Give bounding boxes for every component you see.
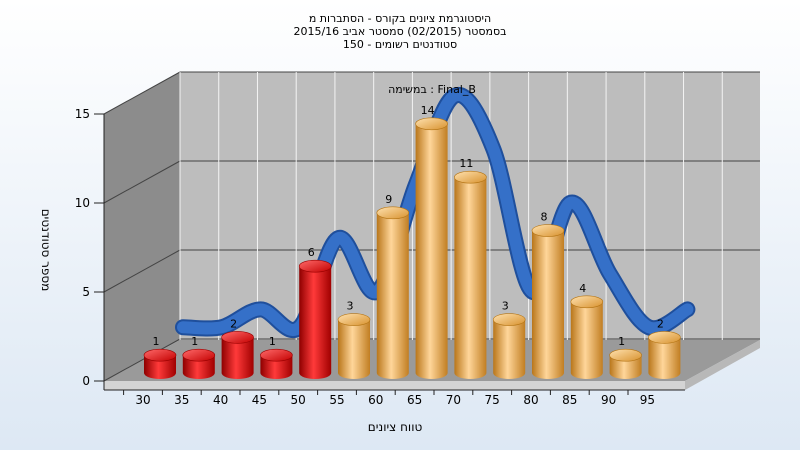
bar-body [221, 337, 254, 379]
bar-55 [337, 313, 371, 379]
gridline-side-15 [103, 71, 181, 115]
bar-top-cap [609, 348, 642, 362]
chart-title-line-3: סטודנטים רשומים - 150 [343, 38, 457, 51]
bar-body [299, 266, 332, 379]
data-label-80: 8 [541, 211, 548, 224]
bar-90 [609, 348, 642, 379]
bar-body [415, 123, 448, 379]
bar-65 [415, 117, 448, 379]
bar-body [144, 355, 176, 379]
bar-50 [298, 259, 332, 379]
x-tick-label-90: 90 [601, 393, 616, 407]
bar-top-cap [376, 206, 410, 220]
task-annotation: במשימה : Final_B [388, 83, 476, 96]
bar-top-cap [298, 259, 332, 273]
x-tick-label-85: 85 [562, 393, 577, 407]
bar-35 [182, 348, 216, 379]
x-tick-label-45: 45 [252, 393, 267, 407]
bar-top-cap [531, 224, 565, 237]
x-tick-label-30: 30 [135, 393, 150, 407]
bar-top-cap [143, 348, 177, 362]
data-label-90: 1 [618, 335, 625, 348]
bar-85 [570, 295, 604, 379]
data-label-55: 3 [347, 300, 354, 313]
gridline-side-10 [103, 160, 181, 204]
chart-title-line-2: בסמסטר (02/2015) סמסטר אביב 2015/16 [293, 25, 506, 38]
trend-curve-line [177, 89, 694, 336]
data-label-75: 3 [502, 300, 509, 313]
data-label-65: 14 [421, 104, 435, 117]
data-label-40: 2 [230, 317, 237, 330]
bar-40 [221, 331, 254, 379]
bar-45 [260, 348, 293, 379]
bar-top-cap [337, 313, 371, 326]
bar-top-cap [415, 117, 448, 131]
x-tick-label-75: 75 [485, 393, 500, 407]
bar-75 [492, 313, 526, 379]
bar-top-cap [570, 295, 604, 309]
bar-top-cap [221, 331, 254, 344]
data-label-85: 4 [579, 282, 586, 295]
data-label-45: 1 [269, 335, 276, 348]
chart-title-line-1: היסטוגרמת ציונים בקורס - הסתברות מ [309, 12, 491, 25]
data-label-35: 1 [191, 335, 198, 348]
bar-95 [648, 331, 681, 379]
data-label-30: 1 [153, 335, 160, 348]
bar-body [493, 319, 526, 379]
bar-top-cap [260, 348, 293, 362]
trend-curve [175, 87, 696, 338]
x-tick-label-50: 50 [291, 393, 306, 407]
data-label-50: 6 [308, 246, 315, 259]
y-tick-label-15: 15 [75, 107, 90, 121]
gridline-side-5 [103, 249, 181, 293]
bar-body [532, 230, 564, 379]
y-tick-label-10: 10 [75, 196, 90, 210]
x-tick-label-95: 95 [640, 393, 655, 407]
bar-body [570, 301, 603, 379]
bar-body [454, 177, 487, 379]
bar-body [260, 355, 293, 379]
bar-body [338, 319, 370, 379]
y-axis-title: מספר סטודנטים [39, 209, 53, 292]
x-tick-label-55: 55 [329, 393, 344, 407]
x-tick-label-60: 60 [368, 393, 383, 407]
y-tick-label-5: 5 [82, 285, 90, 299]
floor-right-edge [685, 340, 760, 390]
data-label-60: 9 [385, 193, 392, 206]
bar-top-cap [182, 348, 216, 362]
bar-top-cap [454, 170, 487, 184]
x-tick-label-80: 80 [523, 393, 538, 407]
x-tick-label-65: 65 [407, 393, 422, 407]
bar-body [182, 355, 215, 379]
gridline-side-0 [103, 338, 181, 382]
floor-front-edge [104, 381, 685, 390]
bar-30 [143, 348, 177, 379]
bar-70 [454, 170, 487, 379]
y-tick-labels: 0 5 10 15 [75, 107, 104, 388]
y-tick-label-0: 0 [82, 374, 90, 388]
bar-80 [531, 224, 565, 379]
bar-body [648, 337, 681, 379]
bar-body [609, 355, 642, 379]
x-tick-label-35: 35 [174, 393, 189, 407]
bar-60 [376, 206, 410, 379]
data-label-70: 11 [459, 157, 473, 170]
bar-top-cap [492, 313, 526, 326]
data-label-95: 2 [657, 317, 664, 330]
x-tick-label-40: 40 [213, 393, 228, 407]
bar-body [376, 212, 409, 379]
x-tick-label-70: 70 [446, 393, 461, 407]
bars [143, 117, 681, 379]
bar-top-cap [648, 331, 681, 344]
x-axis-title: טווח ציונים [368, 420, 423, 434]
side-wall [104, 72, 180, 381]
x-tick-labels: 30 35 40 45 50 55 60 65 70 75 80 85 90 95 [123, 390, 655, 407]
